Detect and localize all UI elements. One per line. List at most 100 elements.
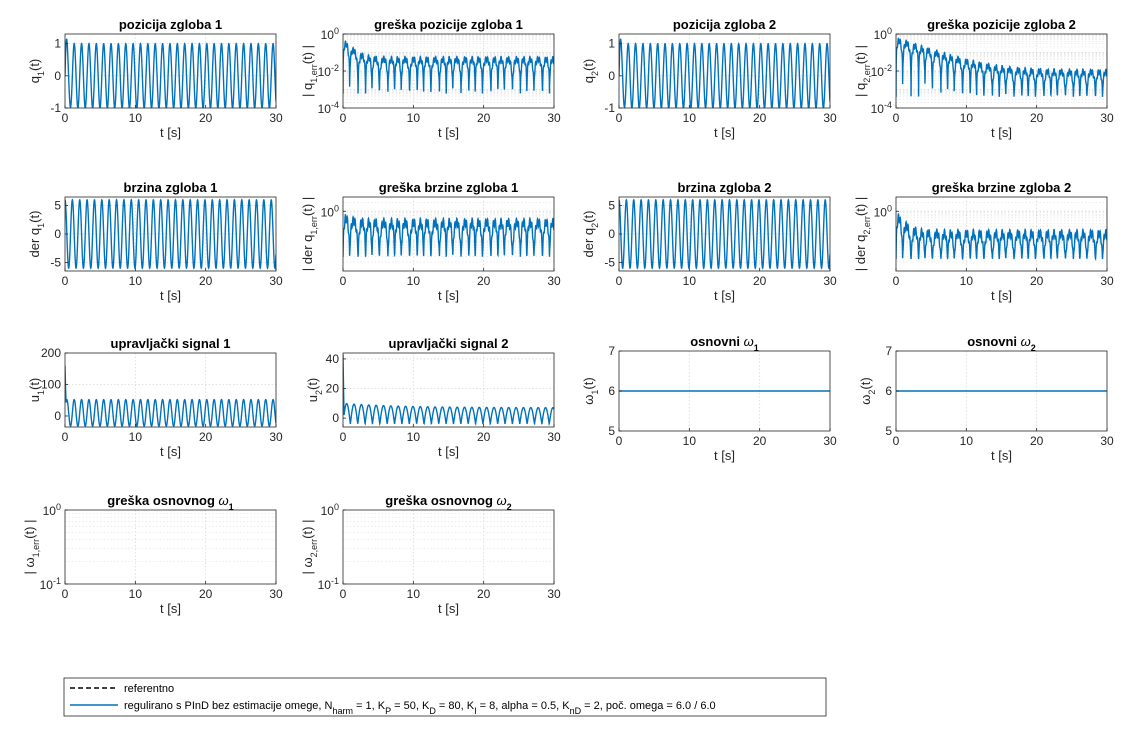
chart-title: greška brzine zgloba 2 <box>932 180 1071 195</box>
x-tick-label: 10 <box>407 111 421 125</box>
y-axis-label: q2(t) <box>581 59 600 84</box>
x-tick-label: 20 <box>477 111 491 125</box>
y-tick-label: 7 <box>608 344 615 358</box>
series-line-q1 <box>65 38 276 108</box>
y-tick-label: 0 <box>608 227 615 241</box>
x-tick-label: 20 <box>1030 111 1044 125</box>
x-tick-label: 10 <box>407 430 421 444</box>
x-tick-label: 10 <box>129 587 143 601</box>
x-tick-label: 30 <box>823 274 837 288</box>
y-tick-label: 0 <box>54 227 61 241</box>
x-tick-label: 0 <box>340 111 347 125</box>
chart-title: pozicija zgloba 2 <box>673 17 776 32</box>
x-tick-label: 30 <box>269 430 283 444</box>
x-tick-label: 30 <box>823 111 837 125</box>
y-tick-label: 100 <box>874 203 892 219</box>
x-axis-label: t [s] <box>160 288 181 303</box>
x-tick-label: 30 <box>823 434 837 448</box>
y-tick-label: 1 <box>54 37 61 51</box>
chart-title: greška brzine zgloba 1 <box>379 180 518 195</box>
plot-area <box>65 353 276 427</box>
x-tick-label: 10 <box>407 274 421 288</box>
y-tick-label: 100 <box>321 502 339 518</box>
x-tick-label: 0 <box>62 430 69 444</box>
y-tick-label: 10-4 <box>871 100 892 116</box>
chart-title: osnovni ω1 <box>690 334 759 353</box>
y-axis-label: | der q1,err(t) | <box>300 197 319 271</box>
y-tick-label: 10-1 <box>318 576 339 592</box>
y-tick-label: 0 <box>608 69 615 83</box>
chart-title: upravljački signal 2 <box>389 336 509 351</box>
y-axis-label: | q1,err(t) | <box>300 45 319 97</box>
x-axis-label: t [s] <box>714 448 735 463</box>
plot-area <box>65 510 276 584</box>
chart-u1: 0 10 20 30 0 100 200 upravljački signal 1 t [s] u… <box>27 336 283 459</box>
x-tick-label: 10 <box>683 111 697 125</box>
x-axis-label: t [s] <box>438 288 459 303</box>
y-tick-label: -1 <box>50 101 61 115</box>
legend-label-reference: referentno <box>124 683 174 695</box>
plot-area <box>343 353 554 427</box>
series-line-q2 <box>619 38 830 108</box>
y-tick-label: 7 <box>885 344 892 358</box>
axes-box <box>64 33 277 109</box>
x-tick-label: 0 <box>616 111 623 125</box>
chart-dq2err: 0 10 20 30 100 greška brzine zgloba 2 t [s] | d… <box>853 180 1114 303</box>
chart-w1err: 0 10 20 30 10-1 100 greška osnovnog ω1 t [s] | ω… <box>22 493 283 616</box>
x-tick-label: 30 <box>547 587 561 601</box>
x-tick-label: 0 <box>62 274 69 288</box>
x-tick-label: 10 <box>683 274 697 288</box>
y-tick-label: 100 <box>321 26 339 42</box>
y-tick-label: 40 <box>326 352 340 366</box>
x-tick-label: 0 <box>893 111 900 125</box>
y-tick-label: 10-1 <box>40 576 61 592</box>
x-tick-label: 30 <box>547 430 561 444</box>
x-tick-label: 0 <box>893 434 900 448</box>
chart-w2err: 0 10 20 30 10-1 100 greška osnovnog ω2 t [s] | ω… <box>300 493 561 616</box>
axes-box <box>64 352 277 428</box>
x-axis-label: t [s] <box>438 601 459 616</box>
y-tick-label: 5 <box>608 199 615 213</box>
x-tick-label: 30 <box>269 111 283 125</box>
y-tick-label: 6 <box>608 384 615 398</box>
y-axis-label: | ω1,err(t) | <box>22 520 41 575</box>
y-axis-label: u2(t) <box>305 378 324 403</box>
x-tick-label: 10 <box>960 274 974 288</box>
x-tick-label: 0 <box>340 587 347 601</box>
series-line-q1err <box>343 40 554 94</box>
chart-q2err: 0 10 20 30 10-4 10-2 100 greška pozicije zgloba… <box>853 17 1114 140</box>
x-tick-label: 10 <box>129 430 143 444</box>
chart-title: greška osnovnog ω2 <box>385 493 511 512</box>
x-tick-label: 20 <box>199 274 213 288</box>
x-tick-label: 20 <box>753 111 767 125</box>
y-tick-label: 5 <box>608 424 615 438</box>
y-tick-label: -5 <box>50 255 61 269</box>
chart-q1err: 0 10 20 30 10-4 10-2 100 greška pozicije zgloba… <box>300 17 561 140</box>
y-axis-label: | der q2,err(t) | <box>853 197 872 271</box>
chart-title: greška pozicije zgloba 2 <box>927 17 1076 32</box>
x-tick-label: 20 <box>753 274 767 288</box>
x-tick-label: 10 <box>129 111 143 125</box>
chart-title: brzina zgloba 1 <box>124 180 218 195</box>
legend-box <box>63 677 827 717</box>
plot-area <box>343 197 554 271</box>
y-tick-label: 10-2 <box>871 63 892 79</box>
x-tick-label: 20 <box>477 587 491 601</box>
y-tick-label: 20 <box>326 382 340 396</box>
x-axis-label: t [s] <box>714 125 735 140</box>
y-axis-label: u1(t) <box>27 378 46 403</box>
x-tick-label: 20 <box>477 430 491 444</box>
x-tick-label: 30 <box>547 274 561 288</box>
chart-title: brzina zgloba 2 <box>678 180 772 195</box>
x-tick-label: 0 <box>340 274 347 288</box>
y-tick-label: 5 <box>885 424 892 438</box>
x-tick-label: 10 <box>960 111 974 125</box>
chart-w1: 0 10 20 30 5 6 7 osnovni ω1 t [s] ω1(t) <box>581 334 837 463</box>
x-tick-label: 30 <box>269 587 283 601</box>
x-axis-label: t [s] <box>438 444 459 459</box>
x-tick-label: 10 <box>129 274 143 288</box>
x-axis-label: t [s] <box>160 444 181 459</box>
